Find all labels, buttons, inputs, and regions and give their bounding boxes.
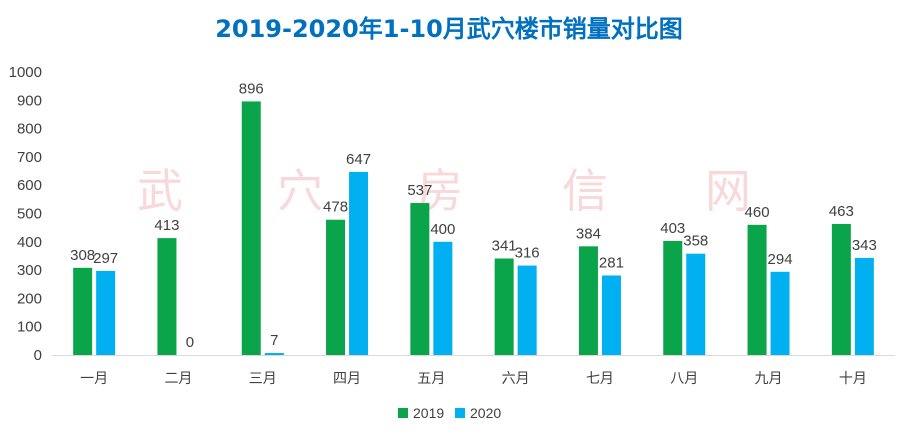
bar-2020 bbox=[686, 253, 706, 355]
bar-2019 bbox=[73, 267, 93, 355]
data-label: 343 bbox=[852, 237, 877, 254]
bar-2020 bbox=[517, 265, 537, 355]
bar-2019 bbox=[663, 240, 683, 355]
y-tick-label: 400 bbox=[17, 234, 42, 251]
x-tick-label: 四月 bbox=[333, 371, 361, 387]
data-label: 647 bbox=[346, 151, 371, 168]
bar-2019 bbox=[494, 258, 514, 355]
x-tick-label: 六月 bbox=[502, 371, 530, 387]
y-tick-label: 0 bbox=[34, 347, 42, 364]
data-label: 358 bbox=[683, 233, 708, 250]
legend: 2019 2020 bbox=[398, 405, 501, 421]
legend-swatch bbox=[398, 408, 408, 418]
y-tick-label: 600 bbox=[17, 177, 42, 194]
data-label: 297 bbox=[93, 250, 118, 267]
y-tick-label: 900 bbox=[17, 92, 42, 109]
data-label: 0 bbox=[186, 334, 194, 351]
bar-2020 bbox=[854, 257, 874, 355]
data-label: 478 bbox=[323, 199, 348, 216]
data-label: 460 bbox=[745, 204, 770, 221]
x-tick-label: 一月 bbox=[80, 371, 108, 387]
x-tick-label: 五月 bbox=[417, 371, 445, 387]
watermark-char: 穴 bbox=[277, 164, 323, 218]
bar-2020 bbox=[264, 353, 284, 355]
chart-title: 2019-2020年1-10月武穴楼市销量对比图 bbox=[215, 15, 683, 43]
y-tick-label: 100 bbox=[17, 319, 42, 336]
data-label: 403 bbox=[660, 220, 685, 237]
data-label: 413 bbox=[154, 217, 179, 234]
data-label: 308 bbox=[70, 247, 95, 264]
watermark-char: 网 bbox=[705, 164, 751, 218]
y-tick-label: 200 bbox=[17, 290, 42, 307]
bar-2019 bbox=[410, 203, 430, 355]
bar-2019 bbox=[831, 223, 851, 355]
data-label: 294 bbox=[768, 251, 793, 268]
x-tick-label: 三月 bbox=[249, 371, 277, 387]
bar-2020 bbox=[433, 241, 453, 355]
bar-2020 bbox=[601, 275, 621, 355]
y-tick-label: 300 bbox=[17, 262, 42, 279]
data-labels: 308 413 896 478 537 341 384 403 460 463 297 0 7 647 40… bbox=[70, 80, 877, 351]
data-label: 463 bbox=[829, 203, 854, 220]
x-axis: 一月 二月 三月 四月 五月 六月 七月 八月 九月 十月 bbox=[52, 355, 895, 387]
data-label: 341 bbox=[492, 237, 517, 254]
bar-2020 bbox=[770, 271, 790, 355]
bar-2020 bbox=[349, 171, 369, 355]
y-tick-label: 700 bbox=[17, 149, 42, 166]
x-tick-label: 七月 bbox=[586, 371, 614, 387]
legend-swatch bbox=[455, 408, 465, 418]
y-tick-label: 500 bbox=[17, 206, 42, 223]
bar-2019 bbox=[578, 246, 598, 355]
y-tick-label: 800 bbox=[17, 121, 42, 138]
x-tick-label: 十月 bbox=[839, 371, 867, 387]
bar-2019 bbox=[157, 238, 177, 355]
data-label: 281 bbox=[599, 254, 624, 271]
x-tick-label: 八月 bbox=[670, 371, 698, 387]
bars bbox=[73, 101, 874, 355]
watermark-char: 武 bbox=[137, 164, 183, 218]
data-label: 384 bbox=[576, 225, 601, 242]
bar-2019 bbox=[241, 101, 261, 355]
watermark-char: 信 bbox=[562, 164, 608, 218]
data-label: 400 bbox=[430, 221, 455, 238]
bar-2019 bbox=[747, 224, 767, 355]
y-tick-label: 1000 bbox=[9, 64, 42, 81]
legend-label: 2020 bbox=[470, 405, 501, 421]
watermark: 武穴房信网 bbox=[137, 164, 751, 218]
x-tick-label: 九月 bbox=[755, 371, 783, 387]
legend-label: 2019 bbox=[413, 405, 444, 421]
data-label: 896 bbox=[239, 80, 264, 97]
data-label: 7 bbox=[270, 332, 278, 349]
bar-2019 bbox=[326, 219, 346, 355]
bar-2020 bbox=[96, 270, 116, 355]
x-tick-label: 二月 bbox=[164, 371, 192, 387]
y-axis: 0 100 200 300 400 500 600 700 800 900 1000 bbox=[9, 64, 42, 364]
data-label: 316 bbox=[515, 245, 540, 262]
data-label: 537 bbox=[407, 182, 432, 199]
